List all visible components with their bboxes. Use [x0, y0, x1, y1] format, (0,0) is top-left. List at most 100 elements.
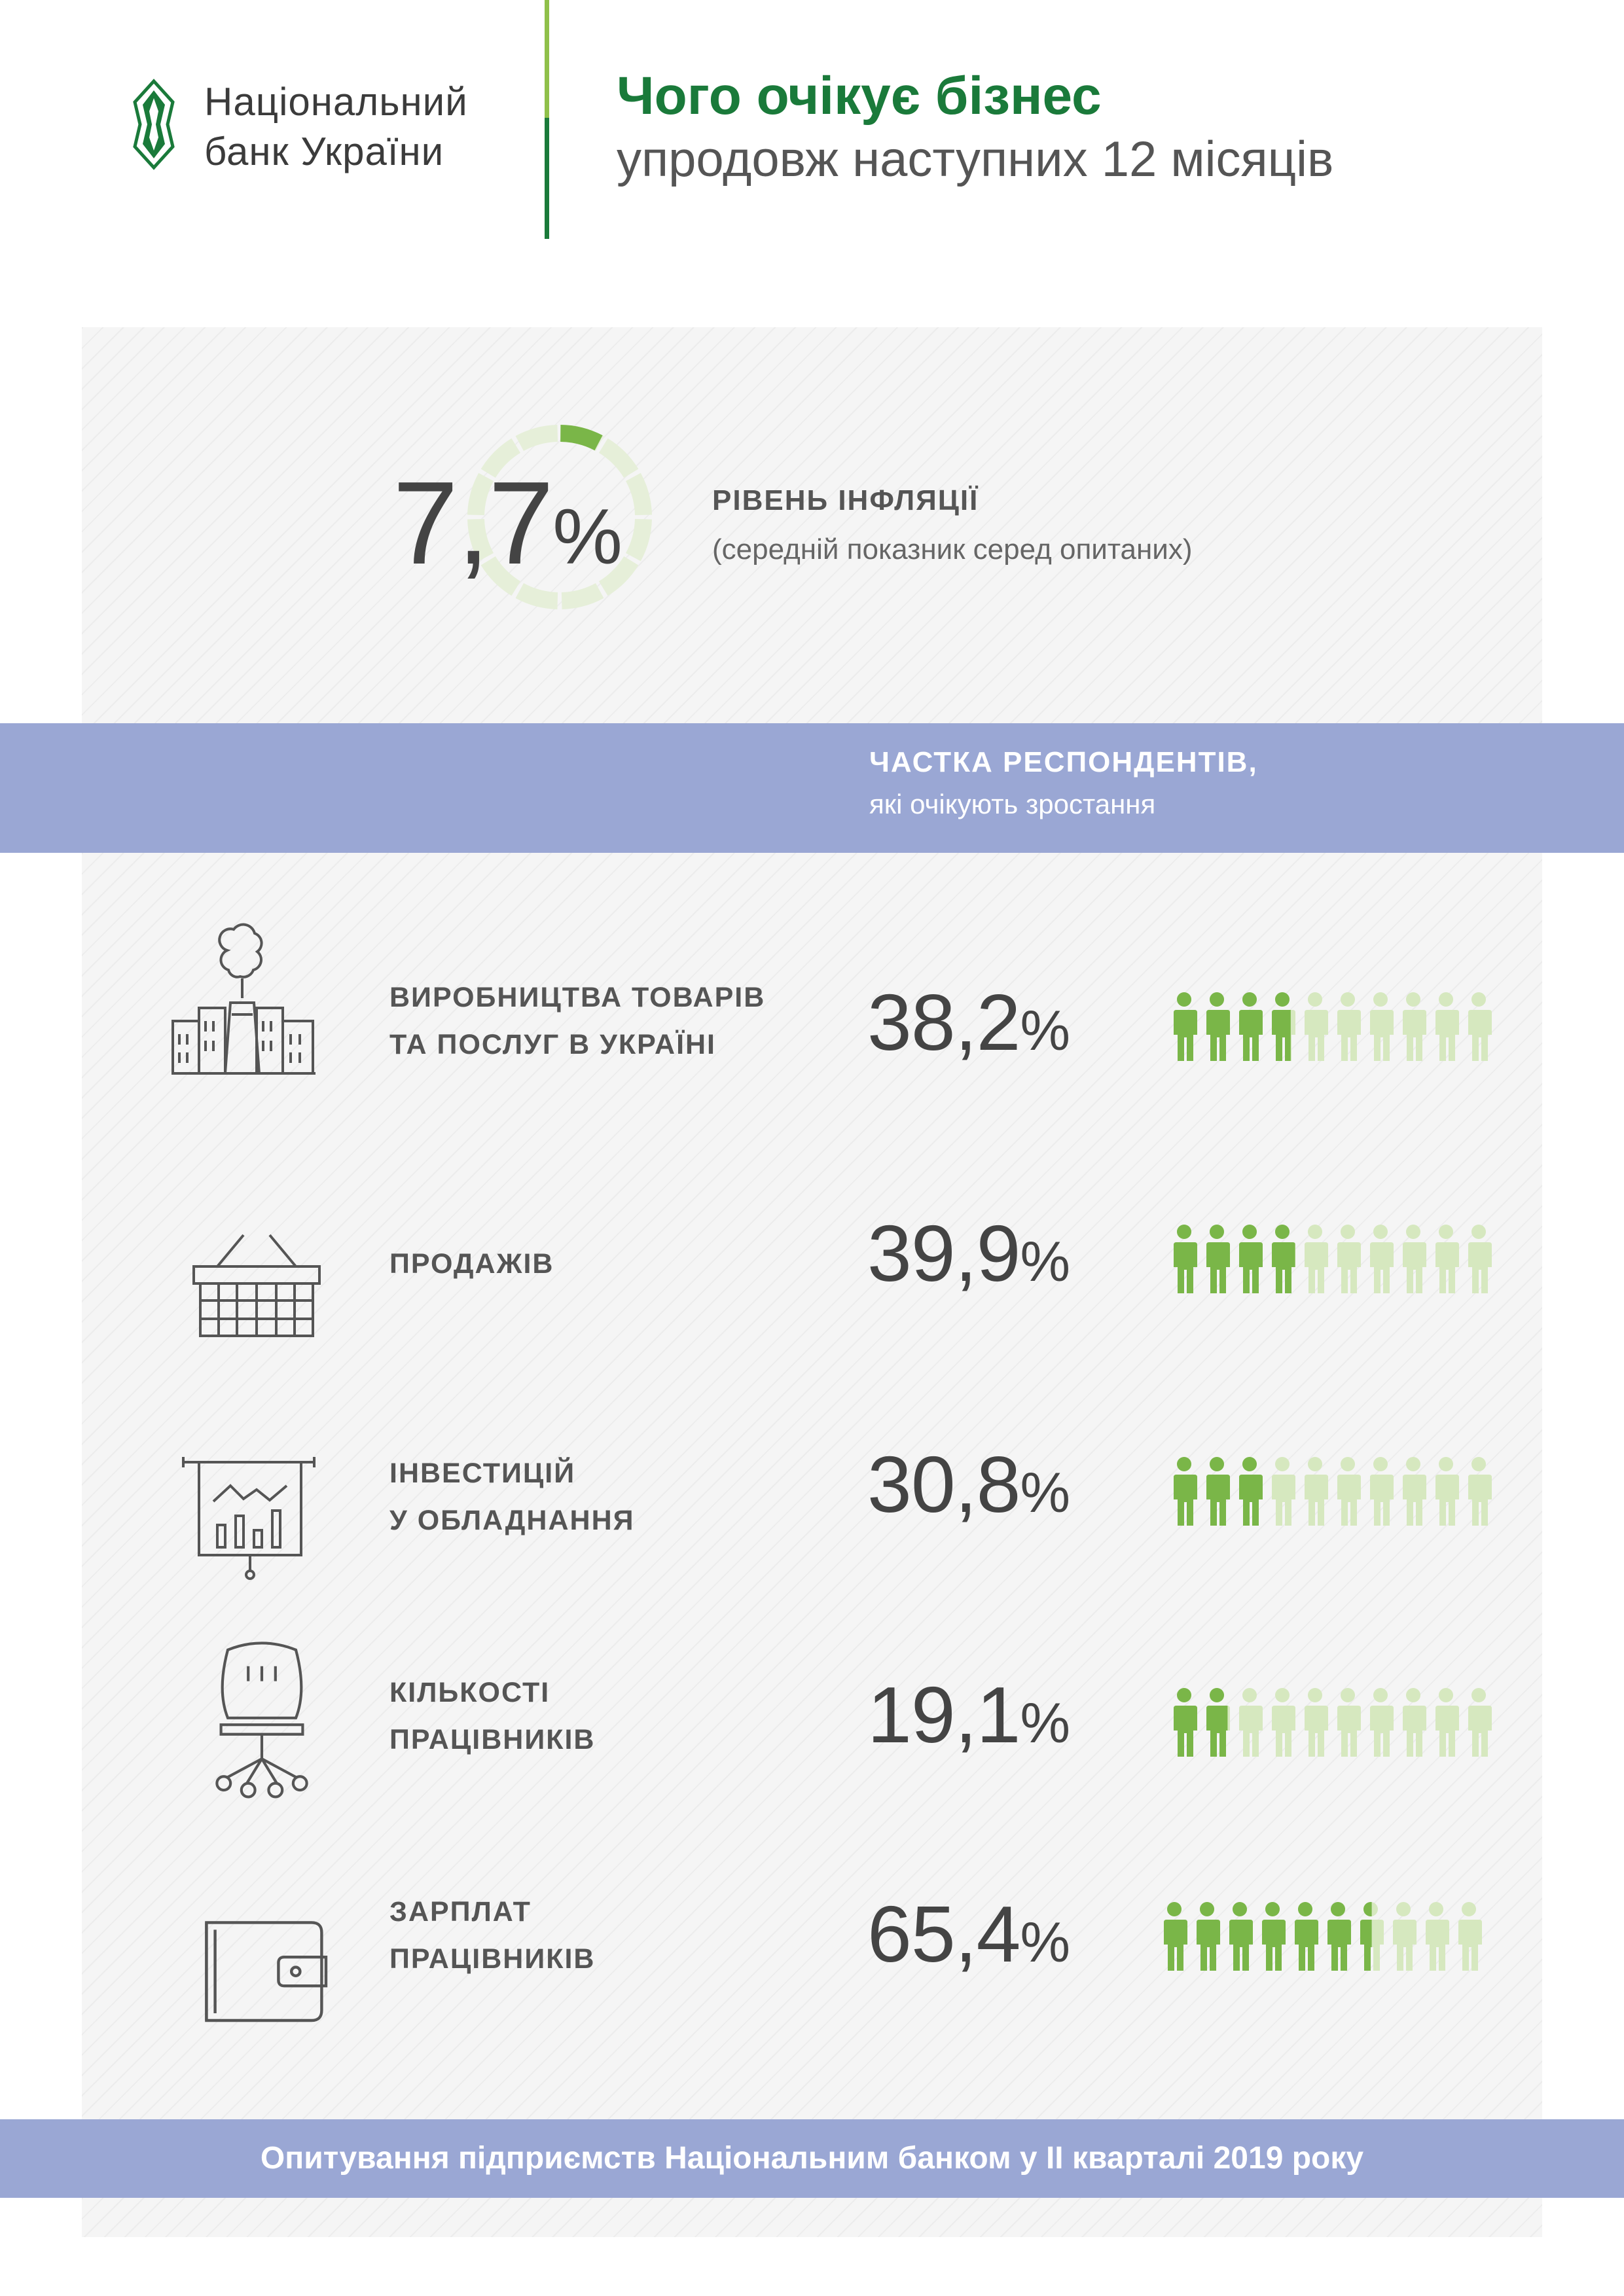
person-icon — [1272, 1225, 1295, 1293]
header-divider — [545, 0, 549, 239]
person-icon — [1468, 1225, 1492, 1293]
person-icon — [1295, 1902, 1318, 1971]
person-icon — [1435, 1225, 1459, 1293]
bottom-hatch — [82, 2198, 1542, 2237]
person-icon — [1435, 992, 1459, 1061]
row-label-line: ПРОДАЖІВ — [389, 1248, 554, 1280]
donut-segment — [625, 473, 652, 516]
person-icon — [1272, 1688, 1295, 1757]
people-chart-sales — [1174, 1225, 1492, 1293]
person-icon — [1435, 1688, 1459, 1757]
page-title: Чого очікує бізнес — [617, 66, 1102, 126]
donut-segment — [467, 473, 494, 516]
person-icon — [1468, 992, 1492, 1061]
office-chair-icon — [215, 1641, 308, 1799]
basket-icon — [192, 1234, 321, 1337]
row-label-line: ПРАЦІВНИКІВ — [389, 1724, 596, 1755]
person-icon — [1337, 1225, 1361, 1293]
person-icon — [1174, 1225, 1197, 1293]
person-icon — [1435, 1457, 1459, 1526]
person-icon — [1272, 992, 1295, 1061]
person-icon — [1370, 1688, 1394, 1757]
donut-segment — [480, 438, 521, 478]
factory-icon — [171, 923, 316, 1075]
row-label-wages: ЗАРПЛАТ ПРАЦІВНИКІВ — [389, 1888, 595, 1982]
person-icon — [1206, 1688, 1230, 1757]
inflation-donut — [467, 425, 652, 609]
person-icon — [1239, 992, 1263, 1061]
person-icon — [1403, 1457, 1426, 1526]
person-icon — [1174, 1688, 1197, 1757]
footer-text: Опитування підприємств Національним банк… — [260, 2141, 1364, 2176]
row-label-employees: КІЛЬКОСТІ ПРАЦІВНИКІВ — [389, 1669, 595, 1763]
people-chart-wages — [1164, 1902, 1482, 1971]
donut-segment — [480, 556, 521, 596]
person-icon — [1327, 1902, 1351, 1971]
person-icon — [1206, 1457, 1230, 1526]
person-icon — [1305, 1688, 1328, 1757]
indicators-panel — [82, 853, 1542, 2119]
person-icon — [1360, 1902, 1384, 1971]
inflation-note: (середній показник серед опитаних) — [712, 533, 1193, 565]
person-icon — [1468, 1457, 1492, 1526]
person-icon — [1174, 992, 1197, 1061]
person-icon — [1239, 1457, 1263, 1526]
person-icon — [1337, 1457, 1361, 1526]
footer-band — [0, 2119, 1624, 2198]
person-icon — [1370, 1225, 1394, 1293]
nbu-logo-icon — [133, 79, 175, 170]
row-unit: % — [1020, 1230, 1070, 1293]
person-icon — [1272, 1457, 1295, 1526]
inflation-panel — [82, 327, 1542, 723]
respondents-band — [0, 723, 1624, 853]
person-icon — [1337, 1688, 1361, 1757]
person-icon — [1239, 1225, 1263, 1293]
donut-segment — [561, 583, 604, 609]
logo-line-2: банк України — [204, 130, 444, 173]
donut-value-arc — [560, 425, 603, 451]
inflation-unit: % — [552, 493, 623, 581]
logo-line-1: Національний — [204, 80, 468, 124]
row-label-investment: ІНВЕСТИЦІЙ У ОБЛАДНАННЯ — [389, 1450, 635, 1544]
people-chart-investment — [1174, 1457, 1492, 1526]
donut-segment — [598, 438, 639, 478]
person-icon — [1468, 1688, 1492, 1757]
person-icon — [1403, 1688, 1426, 1757]
inflation-label: РІВЕНЬ ІНФЛЯЦІЇ — [712, 484, 979, 516]
row-value-investment: 30,8% — [867, 1439, 1070, 1530]
band-title: ЧАСТКА РЕСПОНДЕНТІВ, — [869, 746, 1258, 778]
row-value-wages: 65,4% — [867, 1888, 1070, 1980]
row-value-sales: 39,9% — [867, 1208, 1070, 1299]
person-icon — [1426, 1902, 1449, 1971]
row-label-line: ТА ПОСЛУГ В УКРАЇНІ — [389, 1029, 716, 1060]
person-icon — [1239, 1688, 1263, 1757]
person-icon — [1206, 992, 1230, 1061]
donut-segment — [515, 583, 558, 609]
person-icon — [1229, 1902, 1253, 1971]
row-label-line: ВИРОБНИЦТВА ТОВАРІВ — [389, 982, 766, 1013]
donut-segment — [598, 556, 639, 596]
row-unit: % — [1020, 1692, 1070, 1755]
wallet-icon — [205, 1921, 328, 2022]
presentation-board-icon — [182, 1457, 316, 1580]
person-icon — [1403, 1225, 1426, 1293]
row-label-line: У ОБЛАДНАННЯ — [389, 1505, 635, 1536]
person-icon — [1197, 1902, 1220, 1971]
person-icon — [1262, 1902, 1286, 1971]
band-subtitle: які очікують зростання — [869, 789, 1156, 819]
row-label-line: ІНВЕСТИЦІЙ — [389, 1458, 576, 1489]
row-number: 39,9 — [867, 1209, 1020, 1298]
person-icon — [1206, 1225, 1230, 1293]
row-value-production: 38,2% — [867, 977, 1070, 1068]
inflation-value: 7,7% — [393, 458, 623, 602]
row-label-line: КІЛЬКОСТІ — [389, 1677, 550, 1708]
row-label-sales: ПРОДАЖІВ — [389, 1240, 554, 1287]
person-icon — [1305, 1457, 1328, 1526]
row-label-line: ПРАЦІВНИКІВ — [389, 1943, 596, 1975]
row-number: 30,8 — [867, 1440, 1020, 1529]
donut-segment — [515, 425, 558, 452]
row-unit: % — [1020, 1462, 1070, 1524]
row-label-production: ВИРОБНИЦТВА ТОВАРІВ ТА ПОСЛУГ В УКРАЇНІ — [389, 974, 765, 1068]
row-number: 19,1 — [867, 1670, 1020, 1759]
people-chart-employees — [1174, 1688, 1492, 1757]
